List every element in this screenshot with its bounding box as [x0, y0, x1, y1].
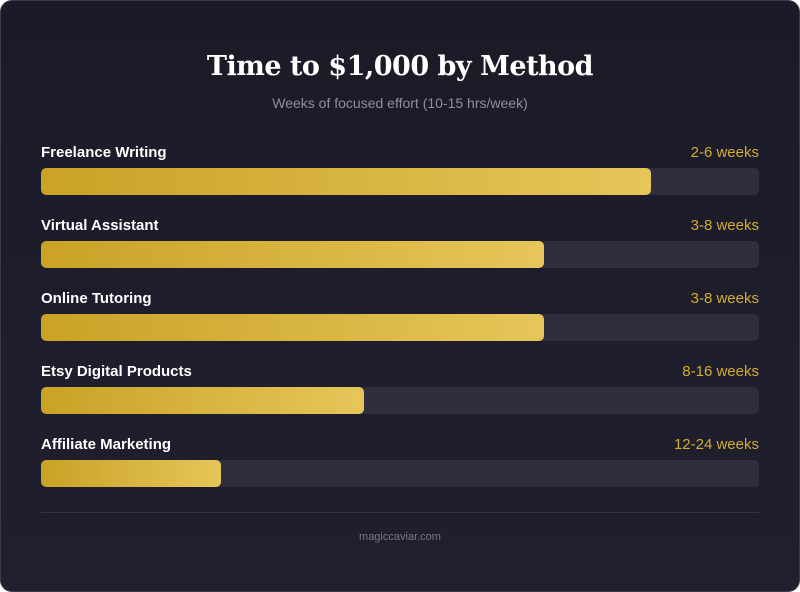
bar-list: Freelance Writing 2-6 weeks Virtual Assist…: [41, 141, 759, 506]
bar-category-label: Affiliate Marketing: [41, 436, 172, 453]
bar-category-label: Freelance Writing: [41, 144, 167, 161]
bar-fill: [41, 314, 544, 341]
footer-source: magiccaviar.com: [359, 531, 441, 543]
bar-track: [41, 460, 759, 487]
chart-title: Time to $1,000 by Method: [206, 51, 594, 82]
bar-track: [41, 387, 759, 414]
bar-category-label: Etsy Digital Products: [41, 363, 192, 380]
bar-value-label: 8-16 weeks: [682, 363, 759, 380]
bar-row: Virtual Assistant 3-8 weeks: [41, 214, 759, 287]
bar-category-label: Online Tutoring: [41, 290, 152, 307]
bar-fill: [41, 387, 364, 414]
bar-value-label: 12-24 weeks: [673, 436, 759, 453]
bar-category-label: Virtual Assistant: [41, 217, 159, 234]
divider: [41, 512, 759, 513]
bar-track: [41, 168, 759, 195]
bar-track: [41, 241, 759, 268]
bar-value-label: 3-8 weeks: [690, 290, 759, 307]
bar-value-label: 2-6 weeks: [690, 144, 759, 161]
bar-fill: [41, 168, 651, 195]
bar-row: Etsy Digital Products 8-16 weeks: [41, 360, 759, 433]
bar-row: Online Tutoring 3-8 weeks: [41, 287, 759, 360]
bar-track: [41, 314, 759, 341]
bar-value-label: 3-8 weeks: [690, 217, 759, 234]
bar-row: Affiliate Marketing 12-24 weeks: [41, 433, 759, 506]
bar-fill: [41, 241, 544, 268]
bar-fill: [41, 460, 221, 487]
chart-subtitle: Weeks of focused effort (10-15 hrs/week): [272, 95, 528, 111]
bar-row: Freelance Writing 2-6 weeks: [41, 141, 759, 214]
